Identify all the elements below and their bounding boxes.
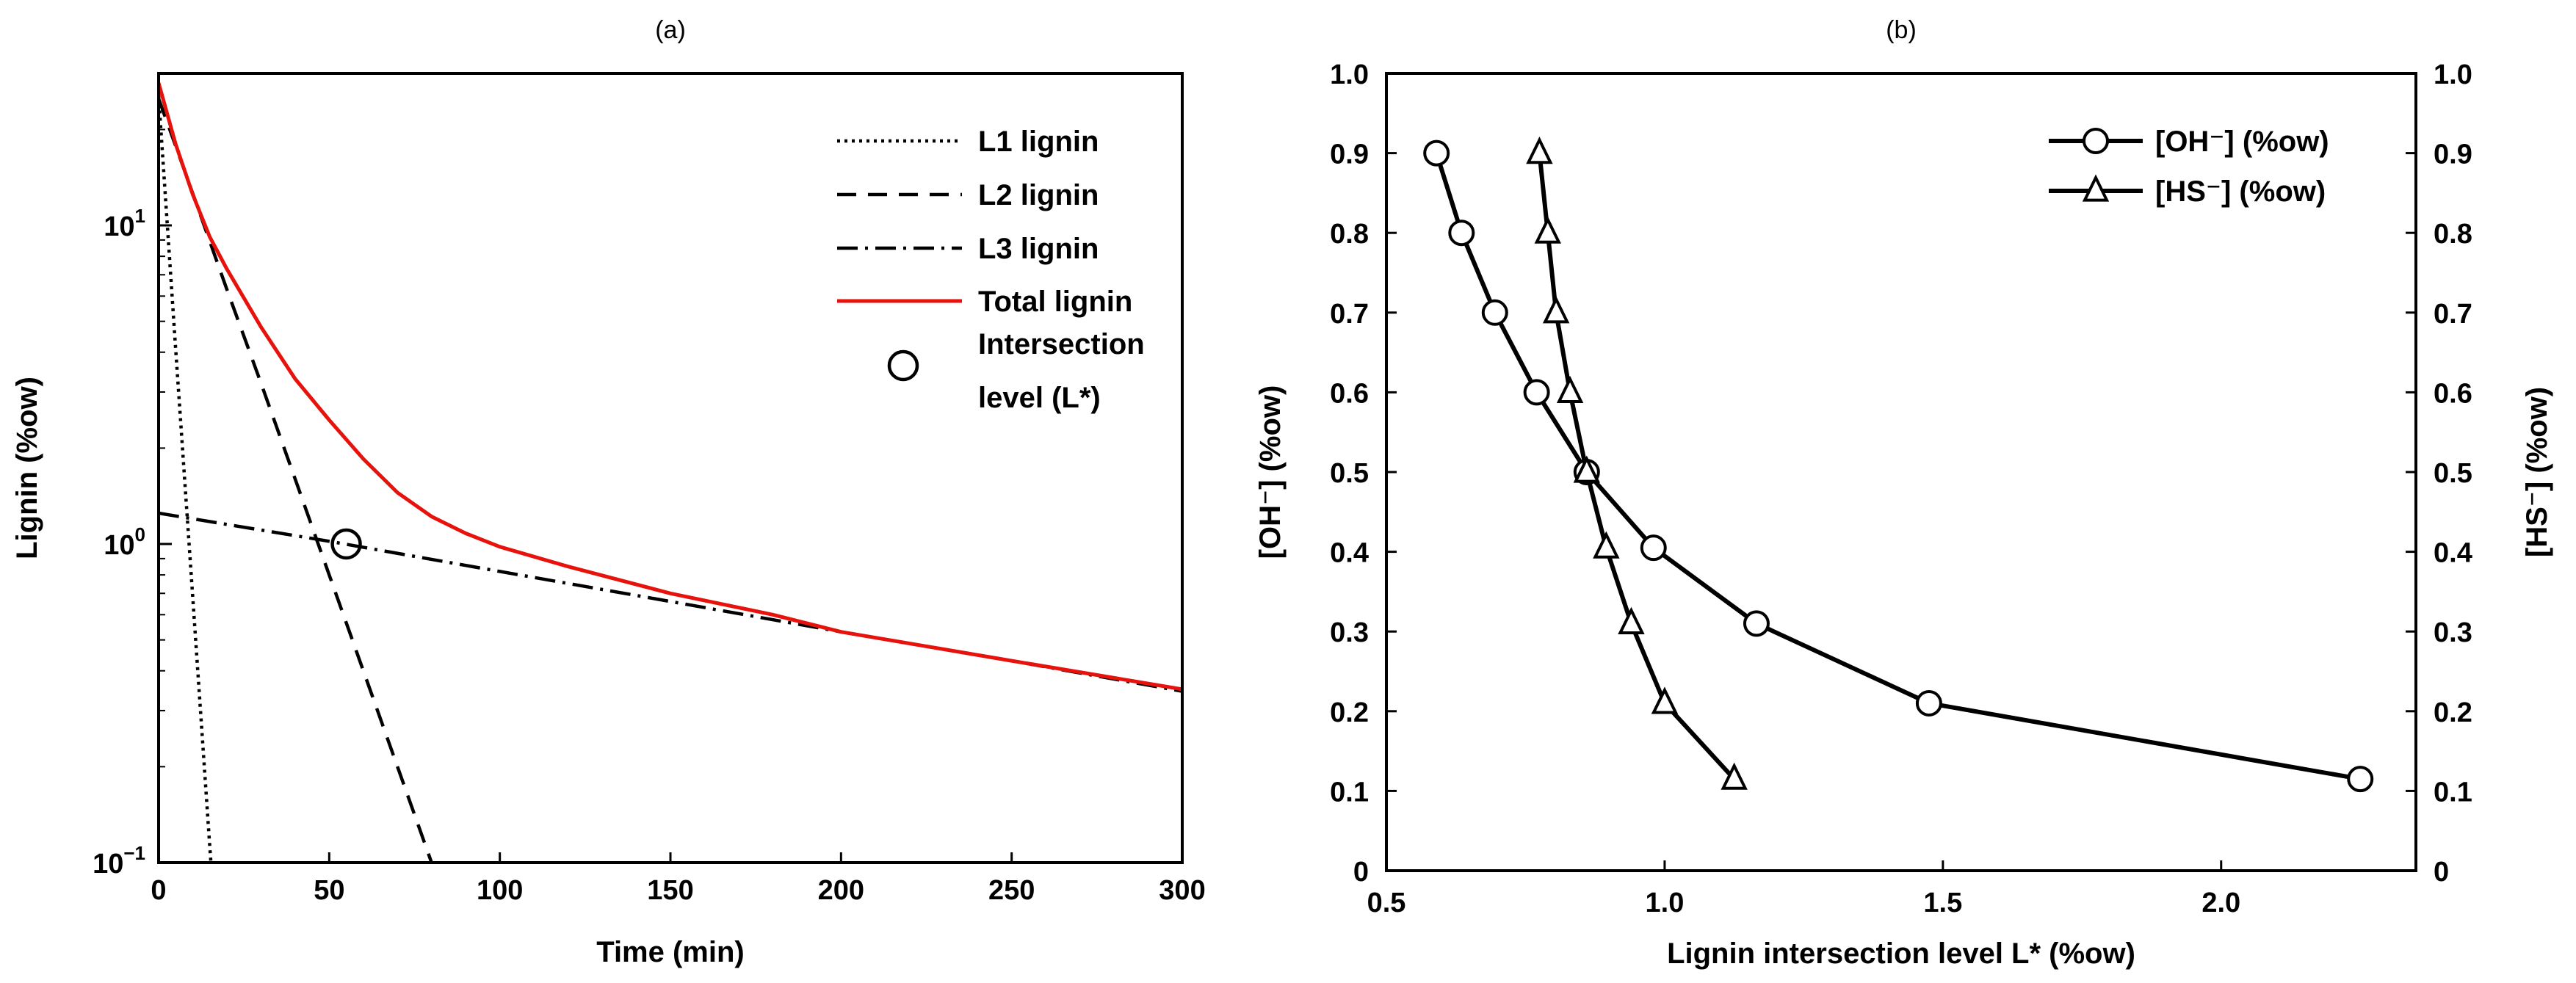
circle-point xyxy=(1481,299,1508,326)
y-left-tick-label: 0.4 xyxy=(1330,538,1369,569)
y-right-axis-label: [HS⁻] (%ow) xyxy=(2521,387,2553,557)
triangle-point xyxy=(1556,375,1584,403)
circle-point xyxy=(1915,689,1942,717)
x-tick-label: 200 xyxy=(818,875,864,906)
panel-a-legend: L1 lignin L2 lignin L3 lignin Total lignin I… xyxy=(837,126,1145,414)
x-axis-label: Time (min) xyxy=(596,936,745,968)
y-right-tick-label: 0.9 xyxy=(2434,139,2472,170)
y-tick-label: 101 xyxy=(104,205,145,242)
x-tick-label: 1.0 xyxy=(1646,888,1685,918)
x-tick-label: 250 xyxy=(988,875,1035,906)
y-left-tick-label: 1.0 xyxy=(1330,59,1369,90)
y-tick-label: 100 xyxy=(104,523,145,561)
y-left-tick-label: 0.2 xyxy=(1330,697,1369,728)
circle-point xyxy=(1523,379,1550,406)
x-tick-label: 0.5 xyxy=(1367,888,1406,918)
y-right-tick-label: 0.3 xyxy=(2434,617,2472,648)
legend-triangle-symbol xyxy=(2082,174,2110,202)
y-left-tick-label: 0.7 xyxy=(1330,299,1369,330)
legend-label: Total lignin xyxy=(978,286,1132,318)
legend-circle-symbol xyxy=(2083,128,2109,154)
y-right-tick-label: 1.0 xyxy=(2434,59,2472,90)
circle-point xyxy=(1743,610,1770,637)
series-oh xyxy=(1423,139,2374,793)
y-right-tick-label: 0.6 xyxy=(2434,378,2472,409)
y-left-tick-label: 0.9 xyxy=(1330,139,1369,170)
legend-label: L3 lignin xyxy=(978,233,1099,265)
y-left-tick-label: 0.6 xyxy=(1330,378,1369,409)
panel-a-title: (a) xyxy=(655,16,686,44)
legend-label: Intersection xyxy=(978,328,1145,360)
triangle-point xyxy=(1618,606,1645,634)
series-hs xyxy=(1526,137,1748,790)
circle-point xyxy=(1448,220,1475,247)
triangle-point xyxy=(1526,137,1553,164)
circle-point xyxy=(2347,766,2374,793)
series-line-l1-lignin xyxy=(159,95,213,863)
y-right-tick-label: 0.7 xyxy=(2434,299,2472,330)
x-tick-label: 0 xyxy=(151,875,166,906)
intersection-marker xyxy=(330,528,362,560)
y-left-tick-label: 0.5 xyxy=(1330,458,1369,489)
triangle-point xyxy=(1721,762,1748,790)
circle-point xyxy=(1423,139,1450,167)
series-line-l3-lignin xyxy=(159,511,1182,693)
triangle-point xyxy=(1593,531,1620,559)
y-left-axis-label: [OH⁻] (%ow) xyxy=(1254,385,1287,559)
panel-b-title: (b) xyxy=(1886,16,1917,44)
series-line xyxy=(1537,153,1736,781)
y-left-tick-label: 0.3 xyxy=(1330,617,1369,648)
x-axis-label: Lignin intersection level L* (%ow) xyxy=(1667,937,2135,970)
legend-label: level (L*) xyxy=(978,382,1101,414)
legend-label: [OH⁻] (%ow) xyxy=(2155,126,2329,158)
y-left-tick-label: 0 xyxy=(1353,857,1369,888)
x-tick-label: 150 xyxy=(647,875,693,906)
triangle-point xyxy=(1542,296,1570,324)
y-right-tick-label: 0.4 xyxy=(2434,538,2472,569)
y-right-tick-label: 0.5 xyxy=(2434,458,2472,489)
triangle-point xyxy=(1573,455,1601,483)
triangle-point xyxy=(1534,216,1561,244)
y-right-tick-label: 0.8 xyxy=(2434,219,2472,250)
y-tick-label: 10−1 xyxy=(93,842,145,879)
panel-b-legend: [OH⁻] (%ow) [HS⁻] (%ow) xyxy=(2049,126,2329,208)
legend-label: L2 lignin xyxy=(978,179,1099,211)
panel-a-series xyxy=(159,82,1182,863)
legend-label: [HS⁻] (%ow) xyxy=(2155,175,2326,208)
x-tick-label: 2.0 xyxy=(2201,888,2240,918)
x-tick-label: 100 xyxy=(477,875,523,906)
y-right-tick-label: 0.1 xyxy=(2434,777,2472,808)
x-tick-label: 1.5 xyxy=(1923,888,1962,918)
series-line-total-lignin xyxy=(159,82,1182,692)
panel-a: (a) 0 50 100 150 200 250 300 10−1 100 101 Time (min… xyxy=(11,16,1206,968)
legend-circle-symbol xyxy=(887,349,919,382)
legend-label: L1 lignin xyxy=(978,126,1099,158)
y-left-tick-label: 0.8 xyxy=(1330,219,1369,250)
series-line-l2-lignin xyxy=(159,98,434,863)
y-right-tick-label: 0.2 xyxy=(2434,697,2472,728)
panel-b: (b) 0.5 1.0 1.5 2.0 0 0 0.1 0.1 0.2 0.2 0.3 0.3 0.4 0.… xyxy=(1254,16,2553,970)
x-tick-label: 50 xyxy=(314,875,344,906)
triangle-point xyxy=(1651,686,1679,714)
x-tick-label: 300 xyxy=(1159,875,1205,906)
y-axis-label: Lignin (%ow) xyxy=(11,377,43,559)
y-left-tick-label: 0.1 xyxy=(1330,777,1369,808)
circle-point xyxy=(1640,534,1667,562)
y-right-tick-label: 0 xyxy=(2434,857,2449,888)
